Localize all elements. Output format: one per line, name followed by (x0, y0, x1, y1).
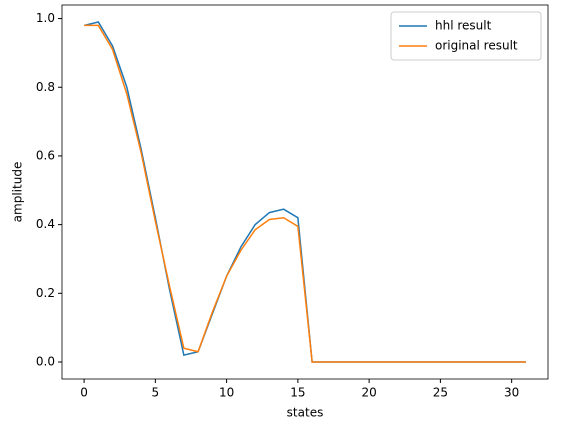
x-tick-label: 30 (504, 386, 519, 400)
y-tick-label: 0.2 (36, 286, 55, 300)
x-tick-label: 0 (80, 386, 88, 400)
series-line (84, 24, 526, 363)
x-tick-label: 10 (219, 386, 234, 400)
y-tick-label: 0.6 (36, 148, 55, 162)
legend-label: original result (435, 39, 518, 53)
y-axis-label: amplitude (11, 162, 25, 223)
y-tick-label: 1.0 (36, 11, 55, 25)
y-tick-label: 0.0 (36, 355, 55, 369)
series-line (83, 21, 526, 363)
x-tick-label: 20 (361, 386, 376, 400)
x-tick-label: 25 (433, 386, 448, 400)
y-tick-label: 0.4 (36, 217, 55, 231)
y-tick-label: 0.8 (36, 80, 55, 94)
legend-label: hhl result (435, 19, 492, 33)
x-tick-label: 5 (152, 386, 160, 400)
x-axis-label: states (287, 406, 324, 420)
legend-box (390, 11, 542, 61)
x-tick-label: 15 (290, 386, 305, 400)
plot-frame (61, 4, 549, 380)
